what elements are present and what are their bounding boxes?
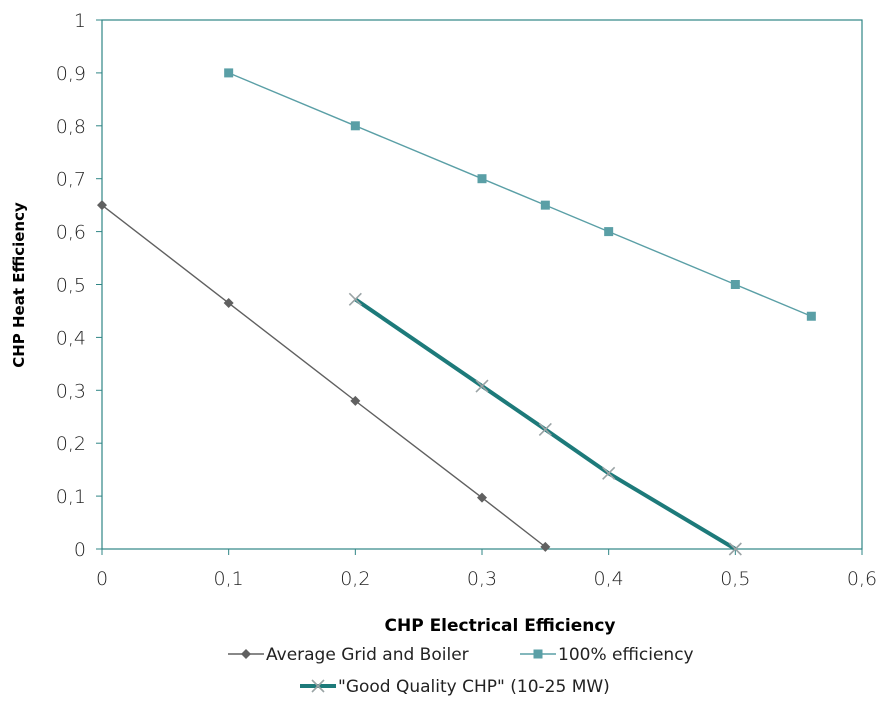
- series-layer: [97, 68, 816, 556]
- data-point: [730, 280, 740, 289]
- data-point: [224, 68, 234, 78]
- legend-label: 100% efficiency: [558, 645, 694, 665]
- y-tick-label: 0,6: [56, 222, 86, 244]
- data-point: [806, 311, 816, 321]
- data-point: [538, 422, 552, 437]
- y-axis-ticks: 0 0,1 0,2 0,3 0,4 0,5 0,6 0,7 0,8 0,9 1: [56, 10, 102, 561]
- data-point: [477, 174, 487, 184]
- y-tick-label: 0,3: [56, 380, 86, 402]
- y-tick-label: 0,7: [56, 169, 86, 191]
- x-marker-stroke: [728, 542, 742, 556]
- y-tick-label: 0,9: [56, 63, 86, 85]
- y-tick-label: 0,4: [56, 327, 86, 349]
- x-axis-title: CHP Electrical Efficiency: [384, 616, 615, 636]
- y-tick-label: 0: [74, 539, 86, 561]
- legend-label: "Good Quality CHP" (10-25 MW): [338, 677, 610, 697]
- x-tick-label: 0,1: [214, 568, 244, 590]
- x-marker-stroke: [311, 679, 325, 693]
- x-tick-label: 0,4: [594, 568, 624, 590]
- data-point: [350, 121, 360, 131]
- series-1: [224, 68, 816, 321]
- x-tick-label: 0,2: [340, 568, 370, 590]
- y-tick-label: 0,8: [56, 116, 86, 138]
- data-point: [477, 492, 487, 503]
- legend: Average Grid and Boiler 100% efficiency "G…: [228, 645, 694, 697]
- x-marker-stroke: [475, 379, 489, 393]
- legend-swatch-marker: [533, 649, 543, 659]
- data-point: [604, 227, 614, 237]
- data-point: [348, 292, 362, 306]
- legend-item-1: 100% efficiency: [520, 645, 694, 665]
- series-0: [97, 200, 551, 552]
- data-point: [475, 379, 489, 393]
- x-tick-label: 0: [96, 568, 108, 590]
- plot-area: [101, 19, 863, 550]
- data-point: [97, 200, 107, 211]
- y-axis-title: CHP Heat Efficiency: [10, 202, 28, 368]
- x-axis-ticks: 0 0,1 0,2 0,3 0,4 0,5 0,6: [96, 549, 876, 590]
- data-point: [540, 541, 551, 552]
- x-tick-label: 0,6: [847, 568, 876, 590]
- data-point: [223, 298, 234, 309]
- data-point: [350, 395, 361, 406]
- legend-swatch-marker: [241, 649, 251, 659]
- y-tick-label: 0,1: [56, 486, 86, 508]
- x-tick-label: 0,3: [467, 568, 497, 590]
- y-tick-label: 0,2: [56, 433, 86, 455]
- y-tick-label: 1: [74, 10, 86, 32]
- legend-swatch-marker: [311, 679, 325, 693]
- y-tick-label: 0,5: [56, 275, 86, 297]
- data-point: [602, 466, 616, 480]
- data-point: [728, 542, 742, 556]
- data-point: [540, 200, 550, 210]
- series-2: [348, 292, 742, 556]
- x-marker-stroke: [538, 422, 552, 437]
- x-marker-stroke: [602, 466, 616, 480]
- x-tick-label: 0,5: [720, 568, 750, 590]
- legend-item-2: "Good Quality CHP" (10-25 MW): [300, 677, 610, 697]
- legend-item-0: Average Grid and Boiler: [228, 645, 469, 665]
- x-marker-stroke: [348, 292, 362, 306]
- legend-label: Average Grid and Boiler: [266, 645, 469, 665]
